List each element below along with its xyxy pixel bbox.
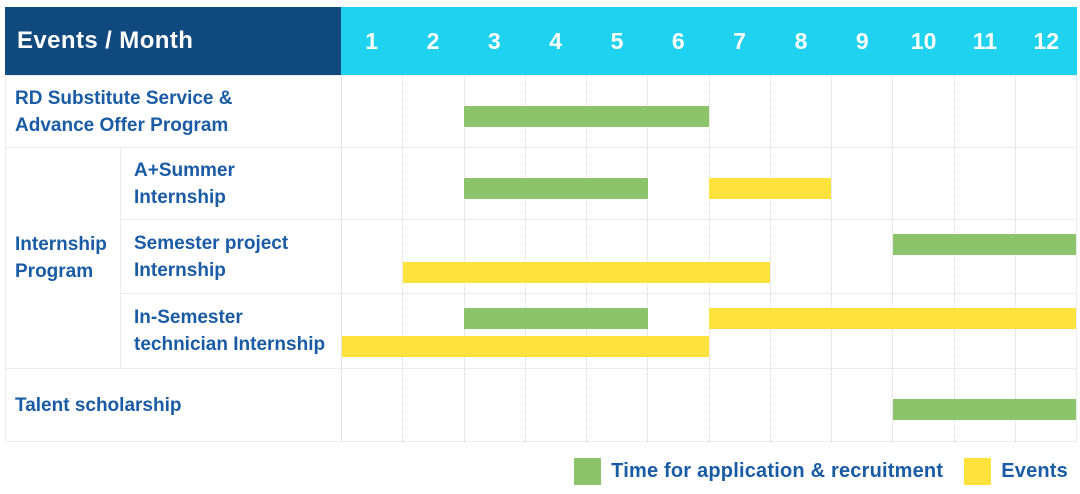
gantt-bar-application-a-plus-summer-internship	[464, 178, 648, 199]
grid-cell	[586, 369, 647, 441]
gantt-bar-application-talent-scholarship	[892, 399, 1076, 420]
grid-cell	[647, 294, 708, 368]
grid-cell	[524, 220, 586, 293]
month-header-2: 2	[426, 27, 440, 54]
row-label-talent-scholarship: Talent scholarship	[5, 368, 341, 442]
grid-cell	[953, 220, 1015, 293]
grid-cell	[769, 369, 831, 441]
grid-cell	[402, 220, 463, 293]
month-header-4: 4	[549, 27, 563, 54]
group-label-internship-program: Internship Program	[5, 147, 120, 368]
grid-cell	[953, 294, 1015, 368]
month-header-1: 1	[365, 27, 379, 54]
grid-cell	[892, 294, 953, 368]
row-label-in-semester-technician-internship: In-Semester technician Internship	[120, 293, 341, 368]
grid-cell	[831, 148, 892, 219]
grid-cell	[342, 76, 402, 147]
grid-cell	[463, 148, 525, 219]
grid-cell	[769, 220, 831, 293]
month-header-row: 1 2 3 4 5 6 7 8 9 10 11 12	[341, 7, 1077, 75]
month-header-7: 7	[733, 27, 747, 54]
grid-cell	[463, 294, 525, 368]
legend-label-application: Time for application & recruitment	[611, 460, 944, 482]
table-header-events-month: Events / Month	[5, 7, 341, 75]
grid-cell	[463, 220, 525, 293]
month-header-12: 12	[1033, 27, 1060, 54]
grid-cell	[586, 294, 647, 368]
month-header-3: 3	[487, 27, 501, 54]
grid-cell	[524, 294, 586, 368]
legend: Time for application & recruitment Event…	[574, 458, 1068, 485]
grid-cell	[402, 148, 463, 219]
gantt-table: Events / Month 1 2 3 4 5 6 7 8 9 10 11 12 RD Substi…	[5, 7, 1077, 442]
grid-cell	[892, 220, 953, 293]
grid-cell	[708, 76, 770, 147]
row-label-rd-substitute-advance-offer: RD Substitute Service & Advance Offer Pro…	[5, 75, 341, 147]
legend-item-application: Time for application & recruitment	[574, 458, 943, 485]
grid-cell	[463, 369, 525, 441]
month-header-5: 5	[610, 27, 624, 54]
row-label-a-plus-summer-internship: A+Summer Internship	[120, 147, 341, 219]
gantt-bar-application-in-semester-technician-internship	[464, 308, 648, 329]
grid-cell	[647, 220, 708, 293]
grid-cell	[892, 76, 953, 147]
chart-row-a-plus-summer-internship	[341, 147, 1077, 219]
grid-cell	[1014, 148, 1076, 219]
gantt-bar-event-in-semester-technician-internship	[709, 308, 1076, 329]
grid-cell	[831, 369, 892, 441]
month-header-10: 10	[910, 27, 937, 54]
row-label-semester-project-internship: Semester project Internship	[120, 219, 341, 293]
grid-cell	[831, 220, 892, 293]
grid-cell	[831, 294, 892, 368]
month-header-8: 8	[794, 27, 808, 54]
grid-cell	[953, 76, 1015, 147]
grid-cell	[586, 220, 647, 293]
gantt-bar-application-rd-substitute-advance-offer	[464, 106, 709, 127]
grid-cell	[524, 369, 586, 441]
month-header-11: 11	[972, 27, 998, 54]
month-header-6: 6	[671, 27, 685, 54]
grid-cell	[402, 369, 463, 441]
grid-cell	[953, 148, 1015, 219]
grid-cell	[402, 76, 463, 147]
grid-cell	[402, 294, 463, 368]
grid-cell	[1014, 220, 1076, 293]
gantt-bar-application-semester-project-internship	[892, 234, 1076, 255]
legend-item-events: Events	[964, 458, 1068, 485]
legend-label-events: Events	[1001, 460, 1068, 482]
grid-cell	[647, 148, 708, 219]
gantt-bar-event-semester-project-internship	[403, 262, 771, 283]
grid-cell	[342, 369, 402, 441]
grid-cell	[342, 148, 402, 219]
grid-cell	[769, 294, 831, 368]
grid-cell	[892, 148, 953, 219]
grid-cell	[463, 76, 525, 147]
header-title: Events / Month	[17, 27, 194, 54]
chart-row-rd-substitute-advance-offer	[341, 75, 1077, 147]
chart-row-semester-project-internship	[341, 219, 1077, 293]
legend-green-swatch-icon	[574, 458, 602, 485]
gantt-bar-event-in-semester-technician-internship	[342, 336, 709, 357]
chart-row-talent-scholarship	[341, 368, 1077, 442]
grid-cell	[342, 220, 402, 293]
grid-cell	[708, 294, 770, 368]
grid-cell	[769, 76, 831, 147]
grid-cell	[708, 369, 770, 441]
grid-cell	[708, 220, 770, 293]
legend-yellow-swatch-icon	[964, 458, 992, 485]
grid-cell	[831, 76, 892, 147]
grid-cell	[647, 369, 708, 441]
month-header-9: 9	[855, 27, 869, 54]
chart-row-in-semester-technician-internship	[341, 293, 1077, 368]
grid-cell	[1014, 76, 1076, 147]
grid-cell	[1014, 294, 1076, 368]
gantt-bar-event-a-plus-summer-internship	[709, 178, 832, 199]
